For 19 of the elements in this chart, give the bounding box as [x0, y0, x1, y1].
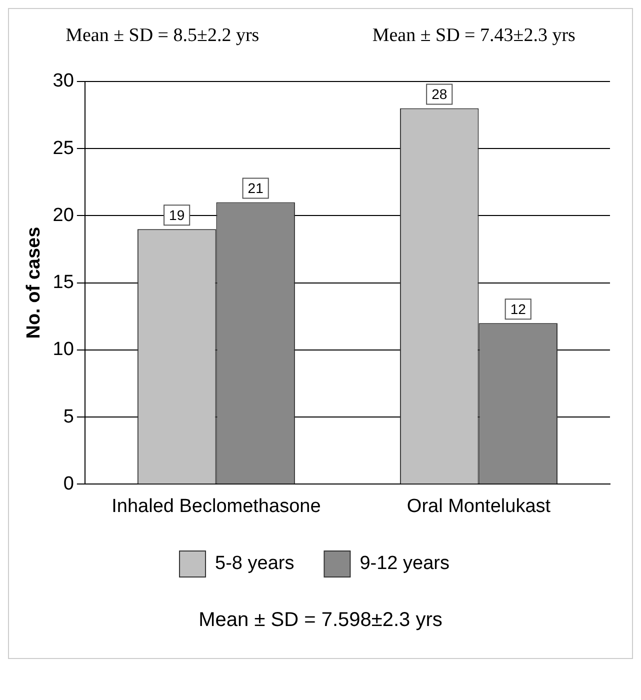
y-tick-label: 15	[52, 272, 74, 294]
x-tick-label: Inhaled Beclomethasone	[112, 496, 321, 517]
x-tick-label: Oral Montelukast	[406, 496, 552, 517]
legend-label: 9-12 years	[360, 553, 450, 574]
data-label: 12	[510, 300, 526, 317]
text: Mean ± SD = 8.5±2.2 yrs	[66, 25, 260, 47]
text: Mean ± SD = 7.598±2.3 yrs	[198, 608, 444, 633]
data-label: 21	[248, 180, 264, 196]
y-tick-label: 25	[52, 138, 74, 159]
y-axis-title: No. of cases	[24, 226, 45, 339]
data-label: 19	[169, 206, 185, 223]
y-tick-label: 30	[52, 70, 74, 92]
y-tick-label: 10	[52, 339, 74, 360]
y-tick-label: 0	[63, 473, 74, 494]
legend-label: 5-8 years	[215, 553, 294, 574]
data-label: 28	[432, 86, 448, 102]
y-tick-label: 5	[63, 406, 74, 428]
text: Mean ± SD = 7.43±2.3 yrs	[372, 25, 576, 47]
y-tick-label: 20	[52, 204, 74, 226]
